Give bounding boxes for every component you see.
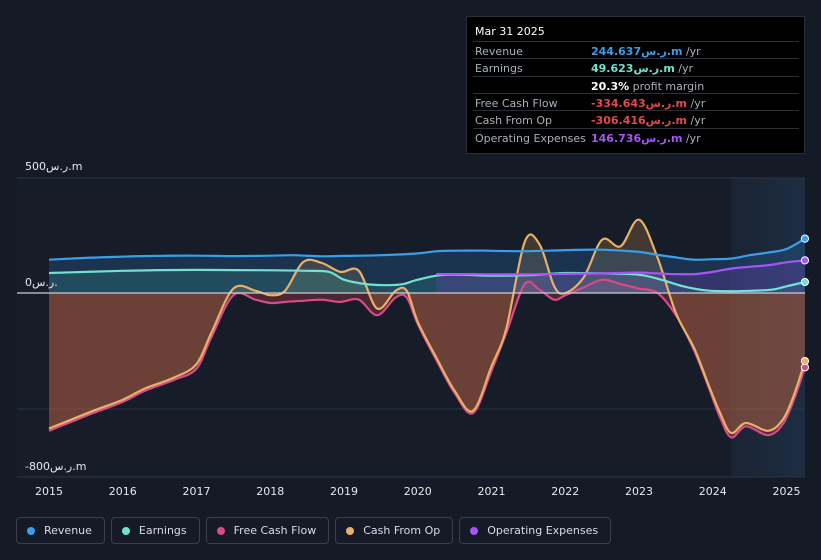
tooltip-value-unit: profit margin xyxy=(629,79,705,93)
legend-dot-icon xyxy=(216,526,225,535)
legend-dot-icon xyxy=(470,526,479,535)
tooltip-row: Cash From Op -306.416ر.س.m /yr xyxy=(473,110,799,128)
tooltip-value-unit: /yr xyxy=(682,45,701,58)
x-tick-label: 2023 xyxy=(625,485,653,498)
legend-label: Cash From Op xyxy=(363,524,441,537)
earnings-end-marker xyxy=(800,277,810,287)
legend-item-cash-from-op[interactable]: Cash From Op xyxy=(335,517,454,544)
legend-label: Revenue xyxy=(44,524,92,537)
tooltip-value-unit: /yr xyxy=(674,62,694,76)
tooltip-panel: Mar 31 2025 Revenue 244.637ر.س.m /yr Earni… xyxy=(466,16,805,154)
grid-lines xyxy=(17,177,805,478)
tooltip-value-number: -306.416ر.س.m xyxy=(591,114,688,128)
x-tick-label: 2017 xyxy=(182,485,211,498)
tooltip-row-label: Cash From Op xyxy=(475,114,553,128)
tooltip-row-value: 244.637ر.س.m /yr xyxy=(591,45,701,58)
tooltip-row: 20.3% profit margin xyxy=(473,75,799,94)
legend-label: Earnings xyxy=(138,524,187,537)
x-tick-label: 2016 xyxy=(108,485,137,498)
revenue-end-marker xyxy=(800,234,810,243)
tooltip-date: Mar 31 2025 xyxy=(475,25,545,38)
tooltip-row: Free Cash Flow -334.643ر.س.m /yr xyxy=(473,92,799,111)
tooltip-value-number: 146.736ر.س.m xyxy=(591,131,683,145)
tooltip-value-number: 49.623ر.س.m xyxy=(591,62,675,76)
tooltip-row: Revenue 244.637ر.س.m /yr xyxy=(473,41,799,59)
operating-expenses-area xyxy=(436,260,805,293)
series-end-markers xyxy=(800,234,810,372)
operating-expenses-line xyxy=(436,259,806,276)
tooltip-row: Operating Expenses 146.736ر.س.m /yr xyxy=(473,127,799,146)
revenue-area xyxy=(49,238,805,293)
legend-label: Free Cash Flow xyxy=(233,524,317,537)
legend-dot-icon xyxy=(121,526,130,535)
tooltip-value-number: -334.643ر.س.m xyxy=(591,96,688,110)
plot-background xyxy=(17,178,805,477)
plot-area xyxy=(17,178,805,477)
x-tick-label: 2021 xyxy=(477,485,506,498)
x-tick-label: 2015 xyxy=(35,485,63,498)
tooltip-row: Earnings 49.623ر.س.m /yr xyxy=(473,58,799,76)
y-tick-top: 500ر.س.m xyxy=(25,160,83,173)
operating-expenses-end-marker xyxy=(800,256,810,265)
earnings-area xyxy=(49,269,805,293)
legend-item-free-cash-flow[interactable]: Free Cash Flow xyxy=(205,517,330,544)
legend: Revenue Earnings Free Cash Flow Cash From O… xyxy=(16,517,612,546)
tooltip-row-value: 49.623ر.س.m /yr xyxy=(591,62,693,75)
tooltip-value-number: 20.3% xyxy=(591,79,630,93)
x-tick-label: 2025 xyxy=(772,485,801,498)
legend-item-revenue[interactable]: Revenue xyxy=(16,517,105,544)
legend-dot-icon xyxy=(27,526,35,535)
tooltip-value-unit: /yr xyxy=(687,114,706,128)
tooltip-row-label: Free Cash Flow xyxy=(475,96,558,110)
tooltip-row-label: Earnings xyxy=(475,62,523,76)
x-tick-label: 2022 xyxy=(551,485,580,498)
series-lines xyxy=(17,218,806,439)
tooltip-row-value: 20.3% profit margin xyxy=(591,80,704,93)
tooltip-row-value: -306.416ر.س.m /yr xyxy=(591,114,705,127)
legend-dot-icon xyxy=(346,526,355,535)
x-tick-label: 2018 xyxy=(256,485,285,498)
tooltip-value-unit: /yr xyxy=(687,96,706,110)
y-tick-bottom: -800ر.س.m xyxy=(25,460,87,473)
legend-label: Operating Expenses xyxy=(487,524,599,537)
x-tick-label: 2019 xyxy=(330,485,358,498)
y-tick-zero: 0ر.س. xyxy=(25,276,58,289)
x-tick-label: 2024 xyxy=(698,485,727,498)
tooltip-value-unit: /yr xyxy=(682,131,701,145)
tooltip-row-label: Revenue xyxy=(475,45,523,58)
legend-item-earnings[interactable]: Earnings xyxy=(110,517,200,544)
tooltip-value-number: 244.637ر.س.m xyxy=(591,45,683,58)
cash-from-op-end-marker xyxy=(800,356,810,366)
x-tick-label: 2020 xyxy=(403,485,432,498)
tooltip-row-value: 146.736ر.س.m /yr xyxy=(591,132,701,145)
tooltip-row-label: Operating Expenses xyxy=(475,131,586,145)
cash-from-op-line xyxy=(48,218,806,435)
revenue-line xyxy=(48,237,806,261)
legend-item-operating-expenses[interactable]: Operating Expenses xyxy=(459,517,612,544)
tooltip-row-value: -334.643ر.س.m /yr xyxy=(591,97,705,110)
